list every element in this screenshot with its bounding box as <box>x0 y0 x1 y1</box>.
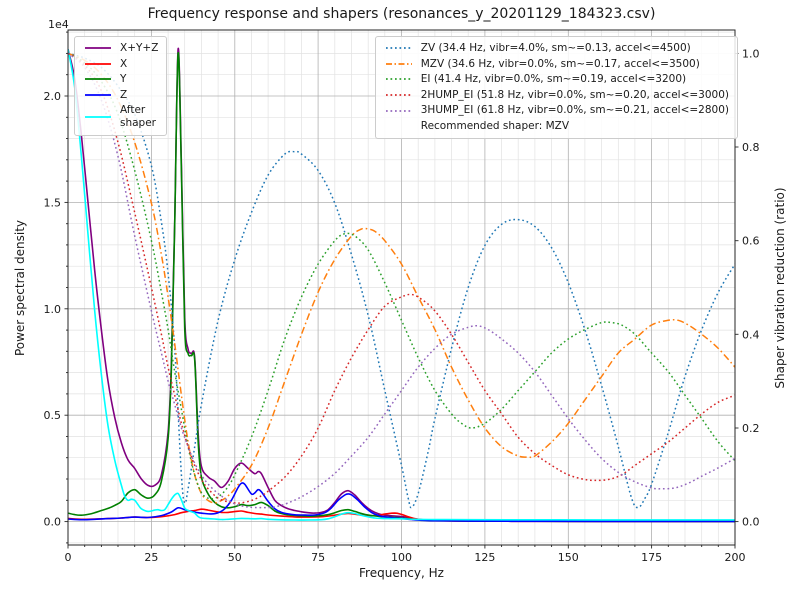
legend-entry: 3HUMP_EI (61.8 Hz, vibr=0.0%, sm~=0.21, … <box>384 104 729 117</box>
legend-line-sample <box>85 47 111 50</box>
legend-line-sample <box>385 109 412 112</box>
y-axis-label-left: Power spectral density <box>13 219 27 357</box>
legend-label: After shaper <box>120 104 157 129</box>
x-tick-label: 175 <box>641 551 662 564</box>
shaper-series-2hump-ei <box>68 52 735 504</box>
y-right-tick-label: 0.8 <box>742 141 760 154</box>
legend-line-sample <box>385 63 412 65</box>
x-tick-label: 100 <box>391 551 412 564</box>
x-tick-label: 0 <box>65 551 72 564</box>
legend-line-sample <box>85 94 111 96</box>
psd-series-after-shaper <box>68 49 735 521</box>
axis-tick-labels: 0 25 50 75 100 125 150 175 200 0.0 0.5 1.0 1.5 2.0 0.0… <box>44 47 760 564</box>
x-axis-label: Frequency, Hz <box>359 566 444 580</box>
y-right-tick-label: 0.2 <box>742 422 760 435</box>
y-left-tick-label: 1.5 <box>44 196 62 209</box>
legend-entry: EI (41.4 Hz, vibr=0.0%, sm~=0.19, accel<… <box>384 73 729 86</box>
y-axis-scale-note: 1e4 <box>48 18 69 31</box>
y-right-tick-label: 0.4 <box>742 328 760 341</box>
x-tick-label: 200 <box>725 551 746 564</box>
chart-title: Frequency response and shapers (resonanc… <box>147 6 656 22</box>
legend-entry: Y <box>83 73 158 86</box>
legend-shapers: ZV (34.4 Hz, vibr=4.0%, sm~=0.13, accel<… <box>374 36 738 139</box>
shaper-series-zv <box>68 52 735 509</box>
legend-label: X+Y+Z <box>120 42 159 54</box>
y-left-tick-label: 0.5 <box>44 409 62 422</box>
psd-series-y <box>68 52 735 523</box>
legend-label: Y <box>120 73 127 86</box>
shaper-series-ei <box>68 52 735 500</box>
legend-entry: MZV (34.6 Hz, vibr=0.0%, sm~=0.17, accel… <box>384 58 729 71</box>
legend-entry: Recommended shaper: MZV <box>384 120 729 133</box>
legend-entry: Z <box>83 89 158 102</box>
y-left-tick-label: 0.0 <box>44 516 62 529</box>
legend-psd: X+Y+Z X Y Z After shaper <box>74 36 168 136</box>
x-tick-label: 50 <box>228 551 242 564</box>
y-left-tick-label: 2.0 <box>44 90 62 103</box>
legend-label: 3HUMP_EI (61.8 Hz, vibr=0.0%, sm~=0.21, … <box>420 104 729 117</box>
legend-label: 2HUMP_EI (51.8 Hz, vibr=0.0%, sm~=0.20, … <box>420 88 729 101</box>
x-tick-label: 125 <box>474 551 495 564</box>
shaper-series-mzv <box>68 52 735 504</box>
legend-entry: 2HUMP_EI (51.8 Hz, vibr=0.0%, sm~=0.20, … <box>384 89 729 102</box>
legend-label: MZV (34.6 Hz, vibr=0.0%, sm~=0.17, accel… <box>420 57 700 70</box>
y-right-tick-label: 0.0 <box>742 516 760 529</box>
legend-label: Z <box>120 88 128 101</box>
axis-ticks <box>64 31 739 549</box>
legend-line-sample <box>85 78 111 81</box>
psd-series-x <box>68 508 735 523</box>
legend-line-sample <box>385 78 412 81</box>
legend-line-sample <box>385 94 412 96</box>
y-axis-label-right: Shaper vibration reduction (ratio) <box>773 187 787 389</box>
y-right-tick-label: 1.0 <box>742 47 760 60</box>
series-group <box>68 47 735 523</box>
x-tick-label: 150 <box>558 551 579 564</box>
x-tick-label: 25 <box>144 551 158 564</box>
legend-entry: ZV (34.4 Hz, vibr=4.0%, sm~=0.13, accel<… <box>384 42 729 55</box>
legend-line-sample <box>385 47 412 50</box>
y-right-tick-label: 0.6 <box>742 235 760 248</box>
legend-line-sample <box>85 116 111 118</box>
legend-line-sample <box>85 63 111 65</box>
legend-entry: X+Y+Z <box>83 42 158 55</box>
y-left-tick-label: 1.0 <box>44 303 62 316</box>
legend-label: ZV (34.4 Hz, vibr=4.0%, sm~=0.13, accel<… <box>420 42 691 54</box>
legend-entry: X <box>83 58 158 71</box>
legend-label: X <box>120 57 128 70</box>
legend-entry: After shaper <box>83 104 158 129</box>
x-tick-label: 75 <box>311 551 325 564</box>
legend-label: Recommended shaper: MZV <box>420 119 570 132</box>
legend-label: EI (41.4 Hz, vibr=0.0%, sm~=0.19, accel<… <box>420 73 687 86</box>
